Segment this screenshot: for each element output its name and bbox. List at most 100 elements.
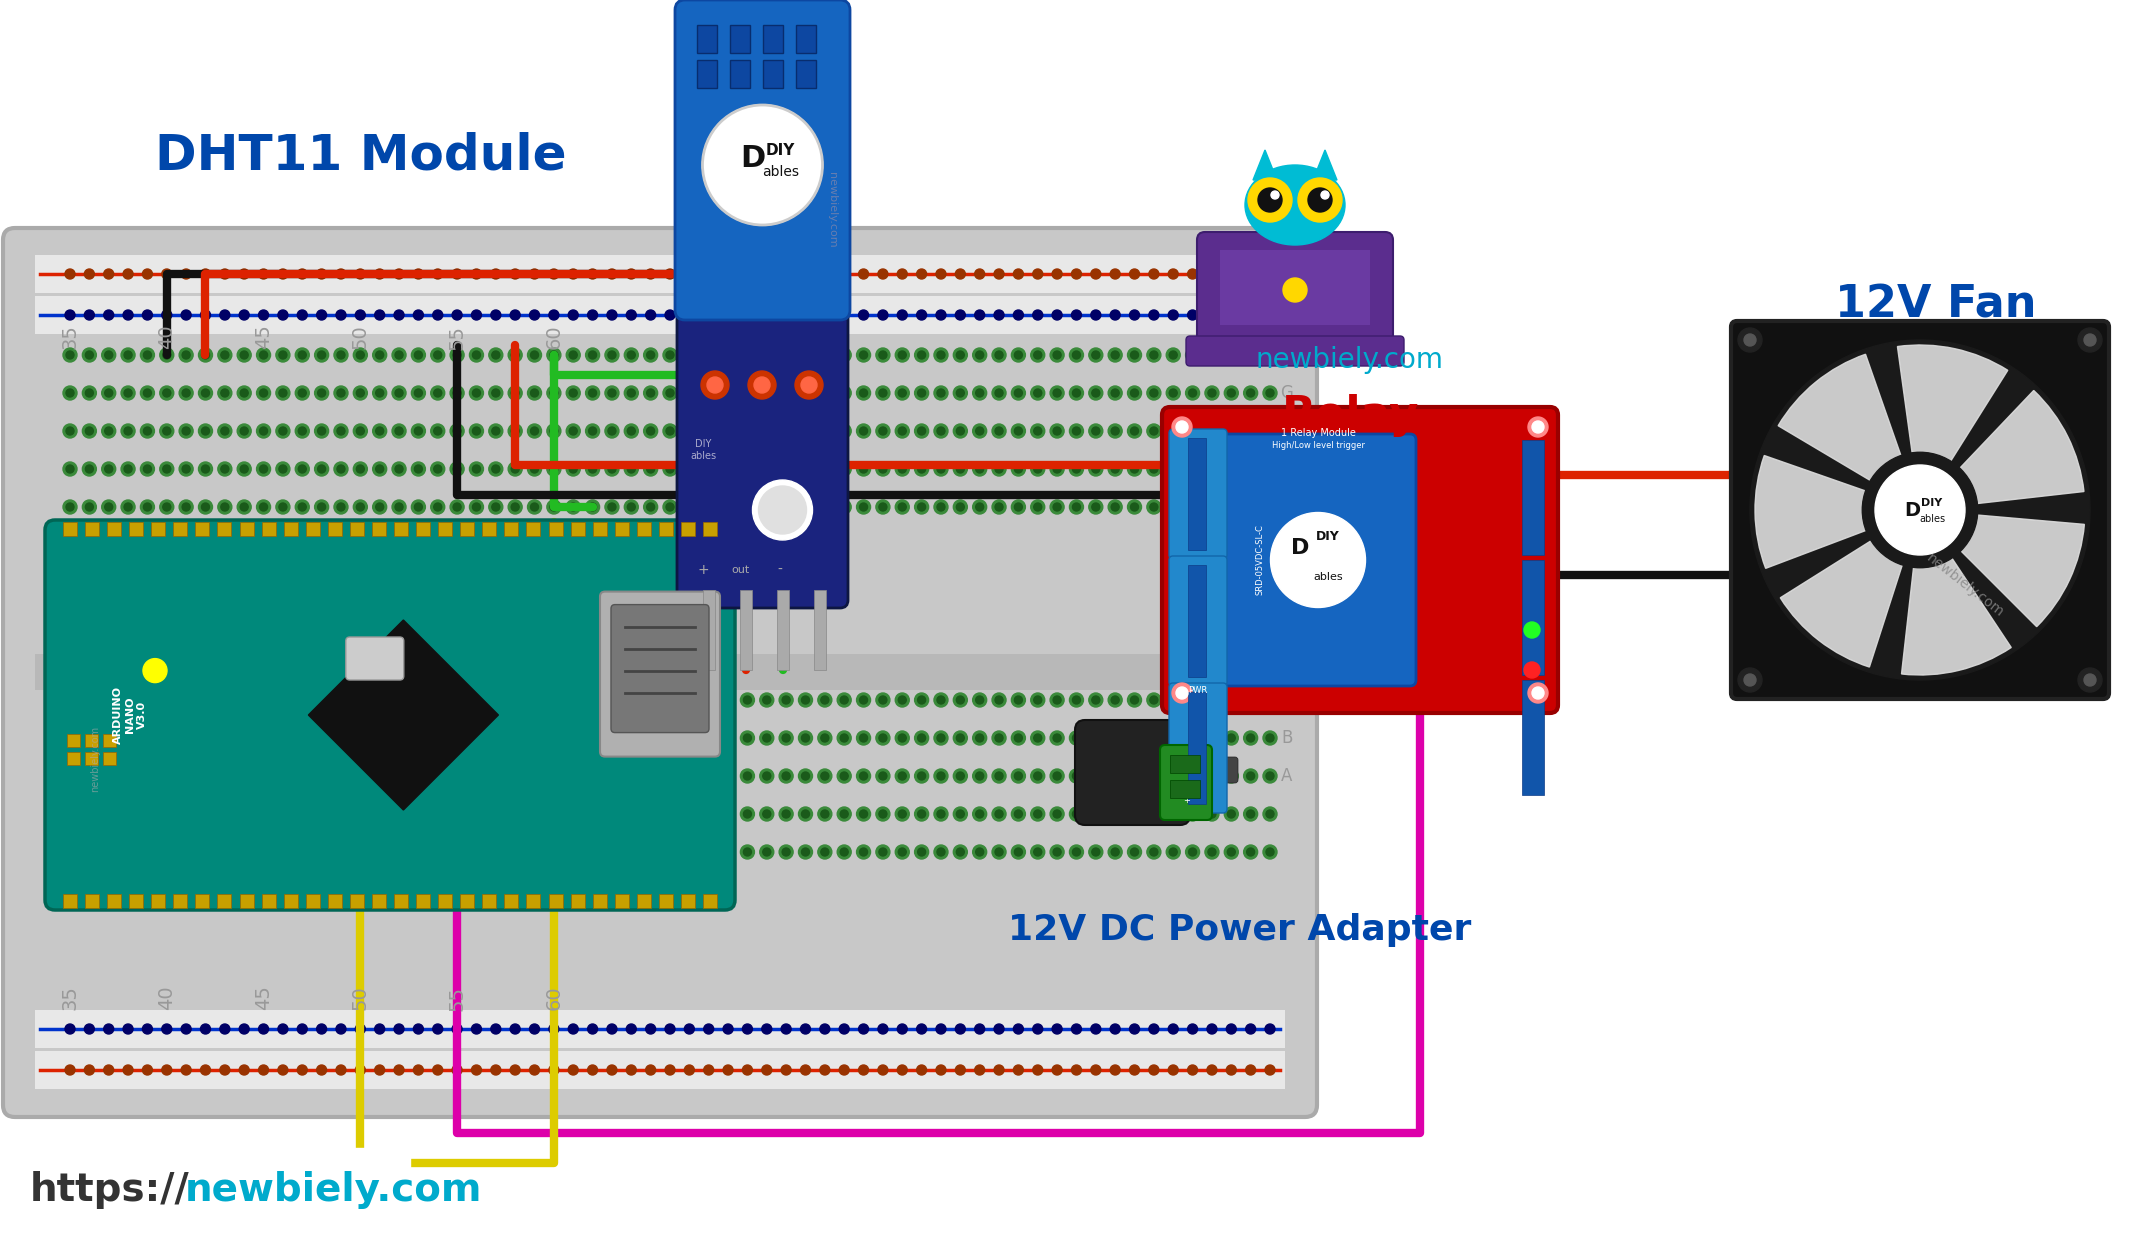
Circle shape: [141, 731, 153, 745]
Circle shape: [1131, 810, 1140, 818]
Circle shape: [588, 268, 599, 278]
Circle shape: [1071, 503, 1080, 511]
Circle shape: [1265, 696, 1274, 704]
Circle shape: [241, 503, 249, 511]
Circle shape: [124, 503, 132, 511]
Circle shape: [801, 1024, 812, 1034]
Circle shape: [469, 424, 484, 438]
Circle shape: [1014, 1024, 1022, 1034]
Circle shape: [277, 310, 288, 319]
Circle shape: [1014, 503, 1022, 511]
Circle shape: [935, 1024, 946, 1034]
Circle shape: [665, 1024, 675, 1034]
Circle shape: [354, 694, 366, 707]
Circle shape: [334, 424, 347, 438]
Circle shape: [820, 428, 829, 435]
Circle shape: [1167, 807, 1180, 820]
Circle shape: [973, 807, 986, 820]
Circle shape: [181, 1065, 192, 1075]
Circle shape: [219, 1024, 230, 1034]
Circle shape: [411, 694, 426, 707]
Circle shape: [1014, 465, 1022, 474]
Circle shape: [682, 500, 697, 515]
Circle shape: [880, 848, 886, 856]
Circle shape: [162, 428, 170, 435]
Circle shape: [1050, 500, 1065, 515]
Circle shape: [296, 807, 309, 820]
Circle shape: [763, 428, 771, 435]
Circle shape: [279, 503, 288, 511]
Circle shape: [820, 268, 831, 278]
Circle shape: [528, 348, 541, 362]
Circle shape: [686, 389, 694, 397]
Circle shape: [782, 268, 790, 278]
Circle shape: [202, 428, 209, 435]
Circle shape: [202, 848, 209, 856]
Circle shape: [839, 389, 848, 397]
Ellipse shape: [1874, 465, 1966, 556]
Bar: [616, 894, 628, 907]
Circle shape: [511, 772, 520, 781]
Circle shape: [277, 500, 290, 515]
Circle shape: [605, 387, 620, 400]
Circle shape: [547, 500, 560, 515]
Circle shape: [760, 769, 773, 783]
Circle shape: [511, 696, 520, 704]
Circle shape: [356, 1024, 366, 1034]
Circle shape: [219, 310, 230, 319]
Circle shape: [973, 500, 986, 515]
Circle shape: [183, 735, 190, 742]
Circle shape: [547, 769, 560, 783]
Circle shape: [820, 351, 829, 359]
Circle shape: [588, 848, 596, 856]
FancyBboxPatch shape: [1186, 336, 1404, 365]
Circle shape: [1146, 845, 1161, 859]
Circle shape: [1071, 389, 1080, 397]
Circle shape: [995, 1024, 1003, 1034]
Circle shape: [258, 310, 268, 319]
Circle shape: [1246, 848, 1255, 856]
Circle shape: [104, 1024, 113, 1034]
Circle shape: [1031, 731, 1044, 745]
Circle shape: [875, 769, 890, 783]
Circle shape: [1127, 845, 1142, 859]
Bar: [697, 60, 718, 88]
Circle shape: [643, 462, 658, 476]
Circle shape: [722, 500, 735, 515]
Circle shape: [124, 351, 132, 359]
Circle shape: [1265, 1065, 1276, 1075]
Circle shape: [375, 465, 383, 474]
Circle shape: [256, 462, 271, 476]
Circle shape: [782, 465, 790, 474]
Bar: [66, 733, 81, 747]
Circle shape: [567, 462, 579, 476]
Circle shape: [705, 428, 714, 435]
Circle shape: [449, 387, 464, 400]
Circle shape: [916, 1024, 927, 1034]
Circle shape: [454, 389, 460, 397]
Circle shape: [454, 735, 460, 742]
Ellipse shape: [1246, 165, 1344, 245]
Circle shape: [1012, 387, 1025, 400]
Circle shape: [645, 1024, 656, 1034]
Circle shape: [85, 351, 94, 359]
Circle shape: [899, 503, 905, 511]
Circle shape: [492, 810, 501, 818]
Circle shape: [392, 424, 407, 438]
Circle shape: [392, 348, 407, 362]
Circle shape: [121, 424, 134, 438]
Circle shape: [1265, 268, 1276, 278]
Text: newbiely.com: newbiely.com: [1923, 551, 2006, 619]
Circle shape: [722, 348, 735, 362]
Circle shape: [547, 462, 560, 476]
Circle shape: [588, 465, 596, 474]
Circle shape: [1150, 465, 1159, 474]
FancyBboxPatch shape: [1169, 429, 1227, 559]
Bar: [460, 522, 475, 536]
Circle shape: [1169, 389, 1178, 397]
Circle shape: [1244, 807, 1257, 820]
Circle shape: [1033, 428, 1042, 435]
Circle shape: [899, 735, 905, 742]
Circle shape: [856, 462, 871, 476]
Circle shape: [511, 428, 520, 435]
